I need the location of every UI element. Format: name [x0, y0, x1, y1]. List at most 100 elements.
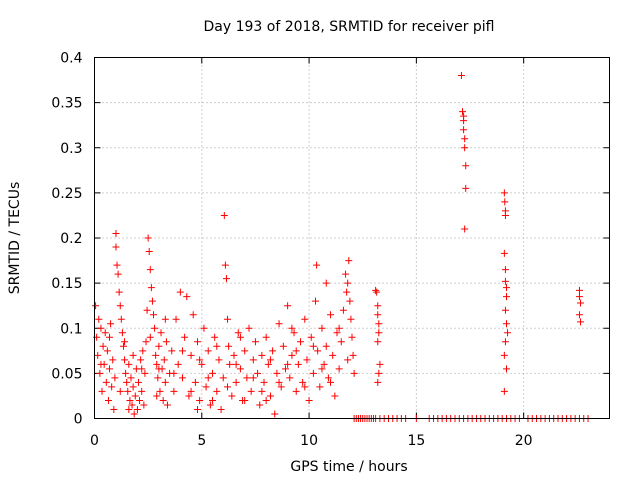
- data-point: [102, 378, 110, 386]
- data-point: [154, 374, 162, 382]
- data-point: [312, 297, 320, 305]
- data-point: [303, 356, 311, 364]
- x-tick-label: 20: [515, 433, 533, 449]
- data-point: [460, 117, 468, 125]
- data-point: [374, 311, 382, 319]
- data-point: [198, 360, 206, 368]
- data-point: [156, 387, 164, 395]
- data-point: [194, 338, 201, 346]
- data-point: [290, 329, 298, 337]
- data-point: [157, 329, 165, 337]
- data-point: [314, 347, 322, 355]
- data-point: [143, 306, 151, 314]
- data-point: [174, 360, 182, 368]
- data-point: [114, 270, 122, 278]
- data-point: [202, 383, 210, 391]
- data-point: [118, 329, 126, 337]
- y-tick-label: 0.1: [60, 321, 82, 337]
- data-point: [211, 333, 219, 341]
- data-point: [106, 365, 114, 373]
- data-point: [144, 234, 152, 242]
- data-point: [136, 396, 144, 404]
- data-point: [146, 266, 154, 274]
- data-point: [213, 342, 221, 350]
- data-point: [138, 365, 146, 373]
- data-point: [269, 347, 277, 355]
- data-point: [139, 347, 147, 355]
- data-point: [148, 297, 156, 305]
- data-points: [92, 72, 592, 422]
- data-point: [125, 405, 133, 413]
- data-point: [503, 320, 510, 328]
- data-point: [266, 392, 274, 400]
- data-point: [577, 299, 585, 307]
- data-point: [170, 369, 178, 377]
- data-point: [204, 347, 212, 355]
- data-point: [115, 288, 123, 296]
- data-point: [339, 306, 347, 314]
- data-point: [350, 369, 358, 377]
- data-point: [185, 392, 193, 400]
- data-point: [219, 374, 227, 382]
- data-point: [225, 342, 233, 350]
- data-point: [501, 266, 509, 274]
- data-point: [236, 333, 244, 341]
- data-point: [335, 324, 343, 332]
- data-point: [316, 383, 324, 391]
- data-point: [575, 286, 583, 294]
- data-point: [504, 329, 512, 337]
- data-point: [457, 72, 465, 80]
- data-point: [131, 392, 139, 400]
- y-tick-label: 0.05: [51, 366, 82, 382]
- data-point: [113, 261, 121, 269]
- data-point: [117, 315, 125, 323]
- data-point: [337, 338, 345, 346]
- data-point: [284, 360, 292, 368]
- data-point: [275, 378, 283, 386]
- data-point: [92, 302, 100, 310]
- data-point: [206, 401, 214, 409]
- data-point: [313, 261, 321, 269]
- data-point: [374, 338, 382, 346]
- data-point: [288, 324, 296, 332]
- data-point: [98, 387, 106, 395]
- data-point: [168, 347, 176, 355]
- data-point: [324, 374, 332, 382]
- data-point: [232, 360, 240, 368]
- data-point: [343, 288, 351, 296]
- data-point: [142, 338, 150, 346]
- data-point: [249, 374, 257, 382]
- data-point: [204, 374, 212, 382]
- data-point: [501, 211, 509, 219]
- data-point: [163, 401, 171, 409]
- data-point: [178, 374, 186, 382]
- data-point: [329, 351, 337, 359]
- data-point: [347, 315, 355, 323]
- data-point: [372, 286, 380, 294]
- y-tick-label: 0: [74, 412, 83, 428]
- data-point: [374, 302, 382, 310]
- data-point: [375, 369, 383, 377]
- data-point: [349, 351, 357, 359]
- data-point: [251, 338, 259, 346]
- data-point: [249, 356, 257, 364]
- data-point: [318, 365, 326, 373]
- data-point: [320, 360, 328, 368]
- data-point: [97, 360, 105, 368]
- data-point: [286, 374, 294, 382]
- data-point: [170, 387, 178, 395]
- data-point: [241, 396, 249, 404]
- data-point: [191, 378, 199, 386]
- data-point: [376, 360, 384, 368]
- y-tick-labels: 0 0.05 0.1 0.15 0.2 0.25 0.3 0.35 0.4: [51, 51, 82, 428]
- data-point: [161, 315, 169, 323]
- data-point: [375, 320, 383, 328]
- y-tick-label: 0.4: [60, 51, 82, 67]
- data-point: [234, 329, 242, 337]
- data-point: [335, 365, 343, 373]
- data-point: [247, 387, 255, 395]
- data-point: [226, 360, 234, 368]
- data-point: [462, 162, 470, 170]
- data-point: [121, 338, 129, 346]
